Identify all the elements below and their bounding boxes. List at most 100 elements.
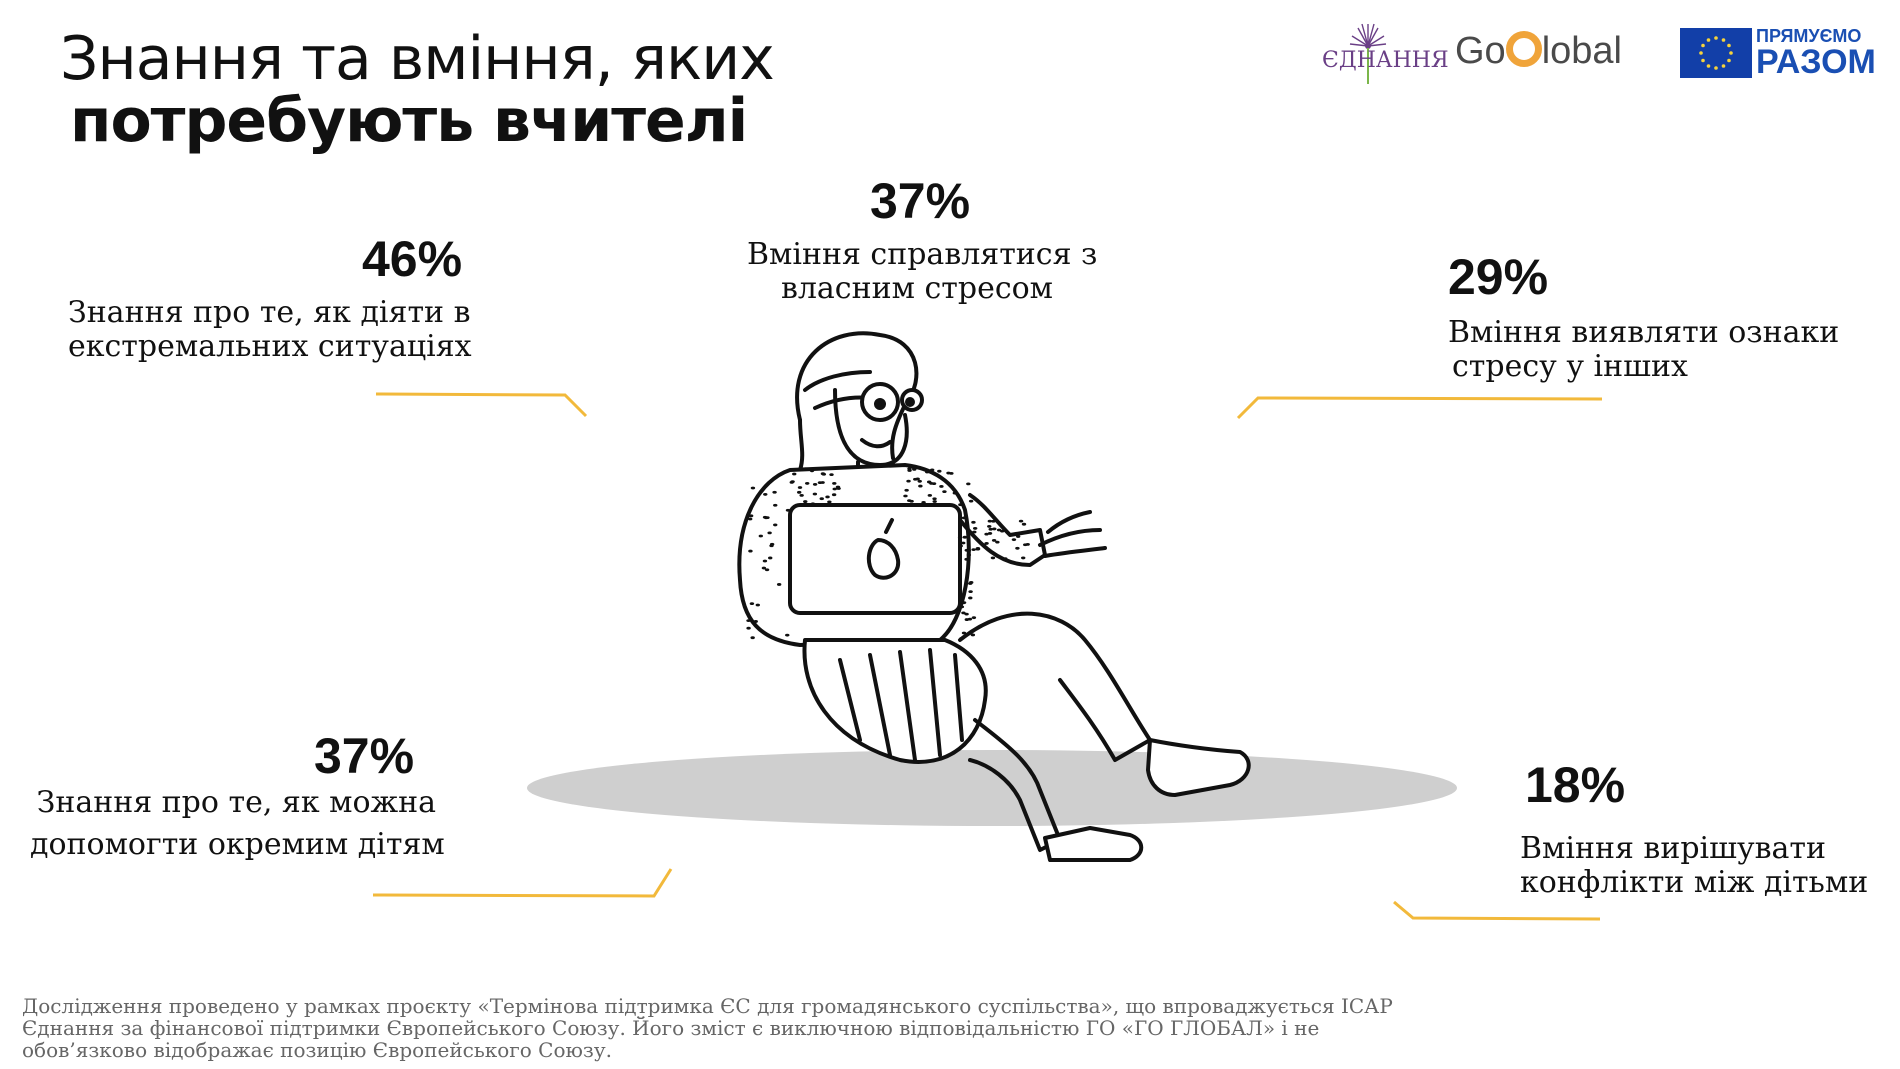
stat-percent-3: 29% — [1448, 249, 1549, 305]
sweater-dot — [758, 534, 764, 538]
sweater-dots — [746, 466, 1030, 640]
sweater-dot — [967, 617, 973, 621]
sweater-dot — [748, 549, 753, 553]
sweater-dot — [773, 503, 778, 507]
sweater-dot — [768, 556, 773, 560]
sweater-dot — [832, 481, 837, 485]
stat-percent-1: 46% — [362, 231, 463, 287]
sweater-dot — [763, 516, 769, 520]
sweater-dot — [987, 519, 993, 523]
sweater-dot — [785, 633, 790, 637]
sweater-dot — [959, 637, 964, 640]
stat-label-3-line-1: Вміння виявляти ознаки — [1448, 315, 1840, 350]
eu-star — [1706, 64, 1711, 68]
sweater-dot — [1018, 519, 1024, 523]
sweater-dot — [753, 620, 758, 623]
sweater-dot — [805, 482, 810, 485]
ednannia-logo: ЄДНАННЯ — [1322, 48, 1449, 73]
eu-star — [1706, 38, 1711, 42]
sweater-dot — [946, 471, 951, 475]
sweater-dot — [972, 530, 977, 534]
sweater-dot — [931, 482, 937, 485]
accent-line-3 — [372, 868, 673, 898]
sweater-dot — [991, 538, 997, 542]
sweater-dot — [971, 520, 976, 524]
sweater-dot — [984, 532, 989, 536]
sweater-dot — [799, 493, 804, 497]
sweater-dot — [964, 612, 969, 616]
sweater-dot — [750, 486, 756, 490]
accent-line-1 — [375, 392, 588, 418]
sweater-dot — [755, 603, 760, 607]
sweater-dot — [1025, 542, 1030, 546]
sweater-dot — [990, 556, 996, 560]
sweater-dot — [921, 501, 926, 504]
sweater-dot — [903, 494, 908, 498]
eu-logo-line-1: ПРЯМУЄМО — [1756, 26, 1862, 46]
sweater-dot — [932, 500, 937, 503]
eu-star — [1729, 51, 1733, 55]
stat-label-4-line-2: допомогти окремим дітям — [30, 827, 445, 862]
stat-label-5: Вміння вирішувати конфлікти між дітьми — [1520, 832, 1868, 900]
sweater-dot — [1021, 522, 1027, 526]
stat-percent-5: 18% — [1525, 757, 1626, 813]
goglobal-logo-rest: lobal — [1541, 30, 1622, 72]
sweater-dot — [817, 481, 823, 485]
sweater-dot — [987, 524, 992, 528]
sweater-dot — [797, 486, 803, 489]
sweater-dot — [968, 590, 973, 594]
sweater-dot — [829, 473, 834, 477]
sweater-dot — [764, 568, 770, 572]
sweater-dot — [796, 490, 802, 494]
sweater-dot — [992, 527, 997, 531]
sweater-dot — [750, 636, 755, 640]
sweater-dot — [959, 605, 965, 609]
sweater-dot — [815, 503, 820, 507]
sweater-dot — [972, 527, 978, 530]
eu-star — [1727, 58, 1731, 63]
sweater-dot — [792, 472, 797, 476]
sweater-dot — [958, 503, 963, 507]
sweater-dot — [970, 633, 976, 637]
sweater-dot — [821, 472, 827, 476]
stat-label-1: Знання про те, як діяти в екстремальних … — [68, 296, 472, 364]
sweater-dot — [918, 484, 923, 488]
sweater-dot — [961, 631, 967, 635]
page-title: Знання та вміння, яких потребують вчител… — [60, 24, 775, 156]
woman-with-laptop-illustration — [737, 331, 1251, 862]
ednannia-flower-icon — [1349, 23, 1387, 84]
stat-percent-2: 37% — [870, 173, 971, 229]
sweater-dot — [991, 519, 996, 523]
sweater-dot — [1021, 556, 1026, 560]
sweater-dot — [942, 490, 947, 494]
sweater-dot — [809, 469, 815, 473]
eu-logo-line-2: РАЗОМ — [1756, 43, 1876, 81]
sweater-dot — [776, 583, 782, 586]
sweater-dot — [984, 542, 989, 545]
sweater-dot — [929, 468, 935, 472]
sweater-dot — [749, 602, 755, 606]
eu-star — [1714, 36, 1718, 40]
sweater-dot — [746, 619, 751, 623]
sweater-dot — [971, 616, 977, 620]
stat-label-4: Знання про те, як можна допомогти окреми… — [30, 786, 445, 862]
accent-line-4 — [1393, 900, 1601, 921]
title-line-2: потребують вчителі — [70, 86, 748, 156]
sweater-dot — [987, 532, 993, 535]
sweater-dot — [927, 493, 933, 497]
sweater-dot — [961, 601, 967, 605]
sweater-dot — [1003, 557, 1008, 560]
sweater-dot — [911, 466, 917, 470]
eu-star — [1727, 43, 1731, 48]
eu-logo: ПРЯМУЄМО РАЗОМ — [1756, 26, 1876, 81]
sweater-dot — [966, 553, 972, 557]
sweater-dot — [995, 540, 1000, 544]
goglobal-logo-go: Go — [1455, 30, 1506, 72]
sweater-dot — [767, 531, 772, 535]
sweater-dot — [975, 546, 981, 550]
stat-label-1-line-1: Знання про те, як діяти в — [68, 295, 471, 330]
sweater-dot — [812, 483, 818, 486]
sweater-dot — [917, 479, 922, 483]
title-line-1: Знання та вміння, яких — [60, 24, 775, 94]
stat-label-5-line-2: конфлікти між дітьми — [1520, 865, 1869, 900]
